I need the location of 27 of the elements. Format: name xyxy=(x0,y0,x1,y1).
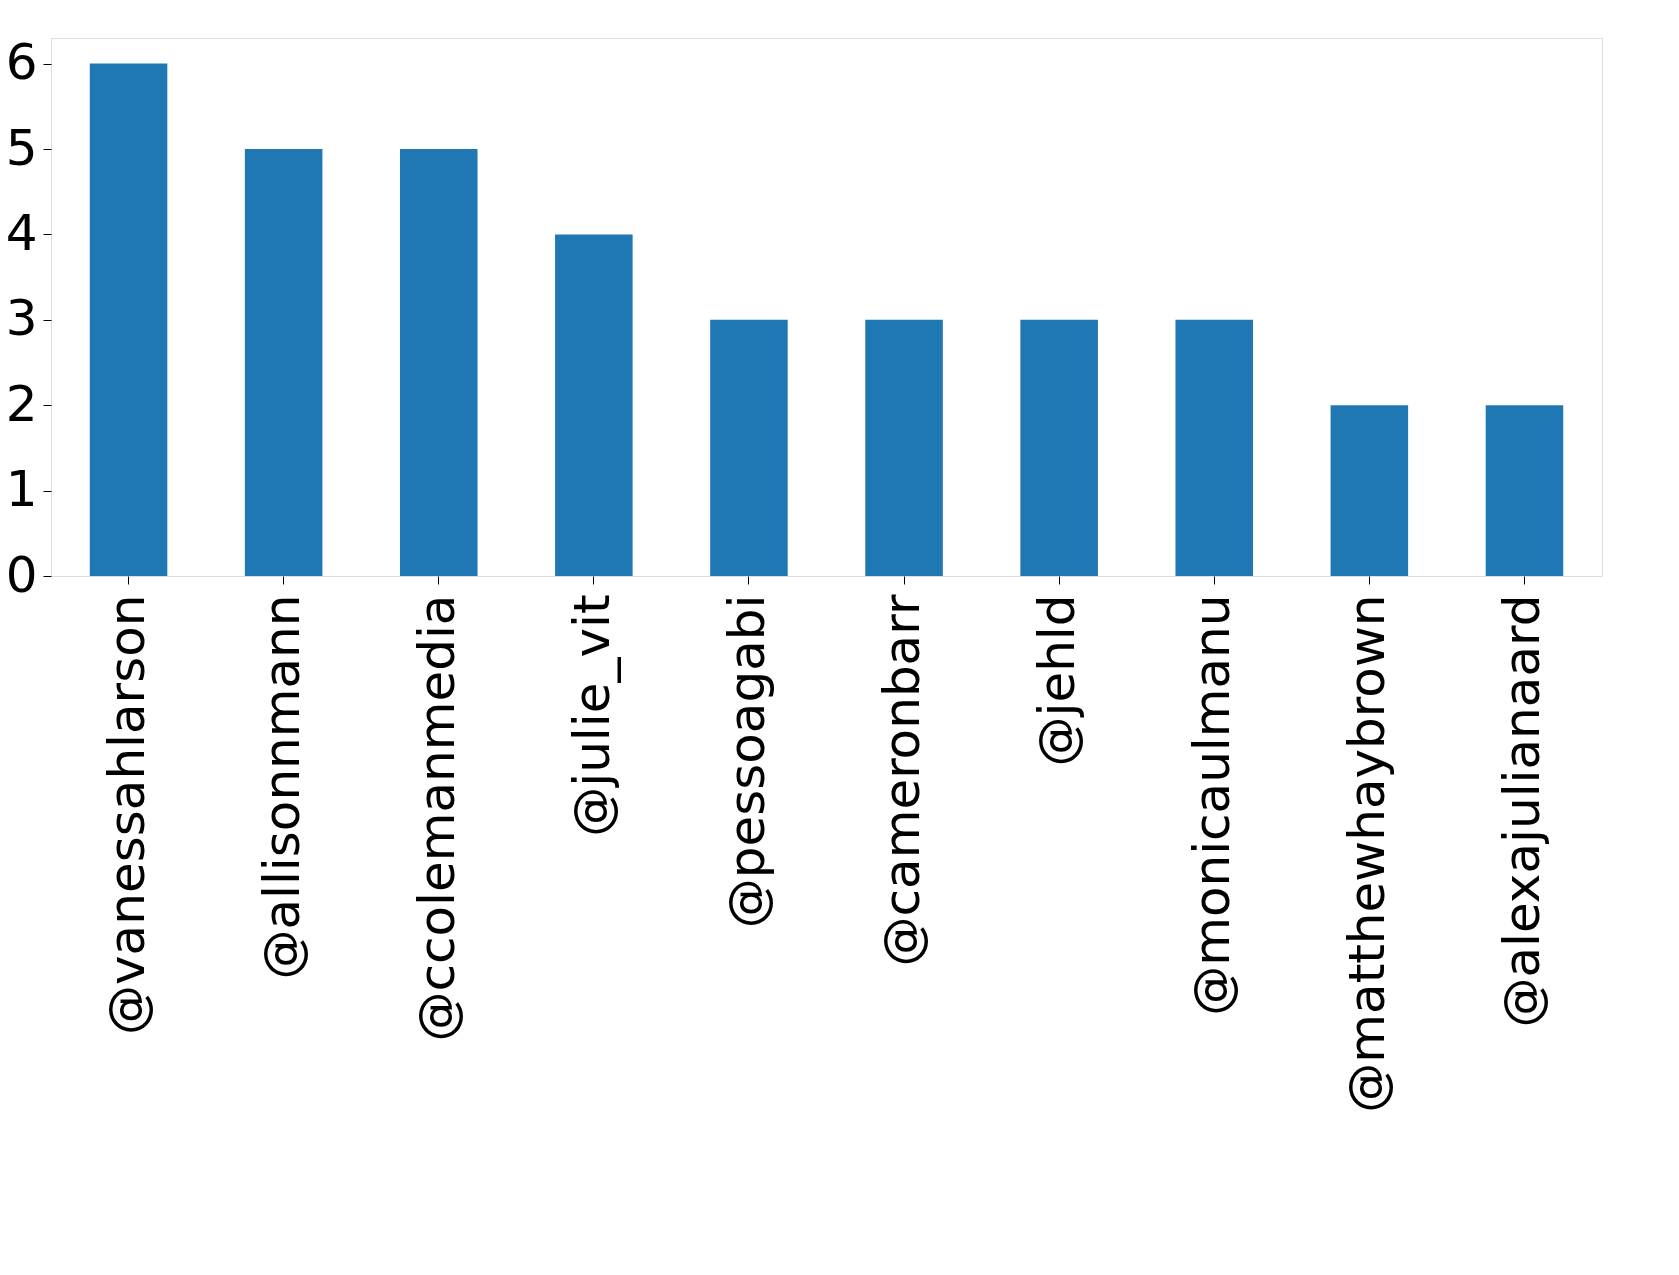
y-tick-label: 0 xyxy=(5,545,38,604)
bar xyxy=(1330,405,1409,576)
bar xyxy=(399,149,478,576)
y-tick-label: 3 xyxy=(5,289,38,348)
x-tick-label: @matthewhaybrown xyxy=(1338,594,1397,1113)
x-tick-label: @allisonnmann xyxy=(252,594,311,980)
y-tick-label: 5 xyxy=(5,118,38,177)
x-tick-label: @monicaulmanu xyxy=(1183,594,1242,1016)
x-tick-label: @cameronbarr xyxy=(873,594,932,967)
bar xyxy=(865,319,943,576)
bar xyxy=(710,319,788,576)
x-tick-label: @jehld xyxy=(1028,594,1087,767)
bar xyxy=(555,234,633,576)
y-tick-label: 6 xyxy=(5,33,38,92)
x-tick-label: @ccolemanmedia xyxy=(407,594,466,1042)
bar xyxy=(1020,319,1098,576)
bar xyxy=(244,149,323,576)
x-tick-label: @pessoagabi xyxy=(717,594,776,929)
x-tick-label: @vanessahlarson xyxy=(97,594,156,1036)
x-tick-label: @alexajulianaard xyxy=(1493,594,1552,1028)
x-tick-label: @julie_vit xyxy=(562,594,621,837)
y-tick-label: 2 xyxy=(5,374,38,433)
bar xyxy=(89,63,168,576)
y-tick-label: 1 xyxy=(5,460,38,519)
bar xyxy=(1485,405,1564,576)
bar xyxy=(1175,319,1254,576)
y-tick-label: 4 xyxy=(5,203,38,262)
